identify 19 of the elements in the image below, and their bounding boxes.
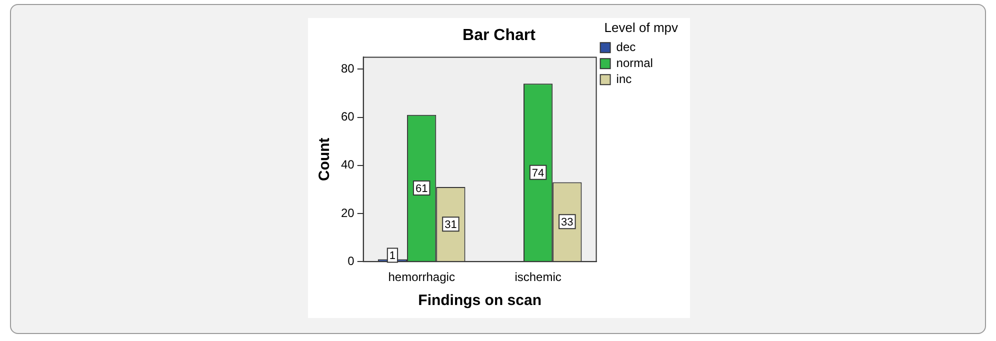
data-label: 1 [389,250,396,262]
data-label: 33 [561,216,574,229]
legend-label: inc [616,72,632,86]
y-tick-label: 0 [348,254,355,268]
data-label: 61 [415,183,428,196]
y-tick-label: 60 [340,110,355,124]
legend-label: dec [616,40,636,54]
y-axis-title: Count [316,138,334,182]
x-axis-title: Findings on scan [418,292,542,310]
x-tick-label: hemorrhagic [388,270,455,284]
y-tick-label: 40 [340,158,355,172]
y-tick-label: 80 [340,62,355,76]
data-label: 74 [532,167,544,180]
chart-title: Bar Chart [462,27,536,44]
legend-title: Level of mpv [604,20,678,36]
y-tick-label: 20 [340,206,355,220]
data-label: 31 [444,219,457,232]
x-tick-label: ischemic [514,270,562,284]
legend-label: normal [616,56,653,70]
